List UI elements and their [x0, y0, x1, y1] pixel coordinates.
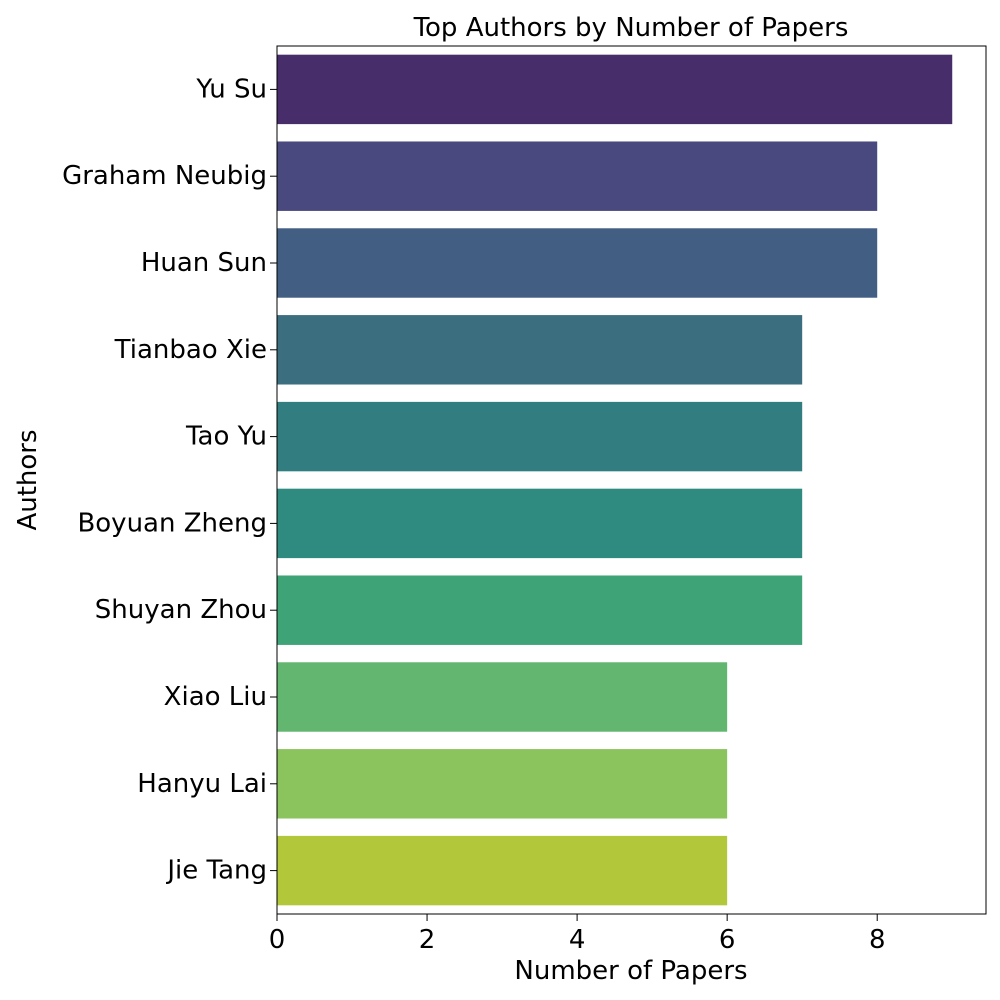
- y-tick-label: Tao Yu: [185, 422, 267, 452]
- bar: [277, 315, 803, 385]
- y-tick-label: Shuyan Zhou: [95, 595, 267, 625]
- y-tick-label: Jie Tang: [165, 856, 267, 886]
- bar: [277, 401, 803, 472]
- bar: [277, 228, 878, 298]
- y-tick-label: Tianbao Xie: [114, 335, 267, 365]
- bar: [277, 488, 803, 559]
- x-tick-label: 4: [569, 925, 586, 955]
- y-tick-label: Graham Neubig: [62, 161, 267, 191]
- x-tick-label: 6: [719, 925, 736, 955]
- bar: [277, 575, 803, 645]
- y-axis-label: Authors: [13, 429, 43, 530]
- bar: [277, 54, 953, 125]
- bar: [277, 141, 878, 211]
- bar: [277, 835, 728, 906]
- y-tick-label: Yu Su: [195, 74, 267, 104]
- x-tick-label: 0: [269, 925, 286, 955]
- chart-title: Top Authors by Number of Papers: [413, 13, 849, 43]
- x-axis-label: Number of Papers: [514, 956, 747, 986]
- bar: [277, 749, 728, 819]
- axes-layer: Yu Su Graham Neubig Huan Sun Tianbao Xie Tao…: [62, 45, 987, 955]
- y-tick-label: Hanyu Lai: [137, 769, 267, 799]
- bars-layer: [277, 54, 953, 906]
- y-tick-label: Boyuan Zheng: [77, 508, 267, 538]
- x-tick-label: 8: [869, 925, 886, 955]
- bar: [277, 662, 728, 732]
- x-tick-label: 2: [419, 925, 436, 955]
- y-tick-label: Huan Sun: [141, 248, 267, 278]
- y-tick-label: Xiao Liu: [164, 682, 267, 712]
- plot-frame: [276, 45, 987, 915]
